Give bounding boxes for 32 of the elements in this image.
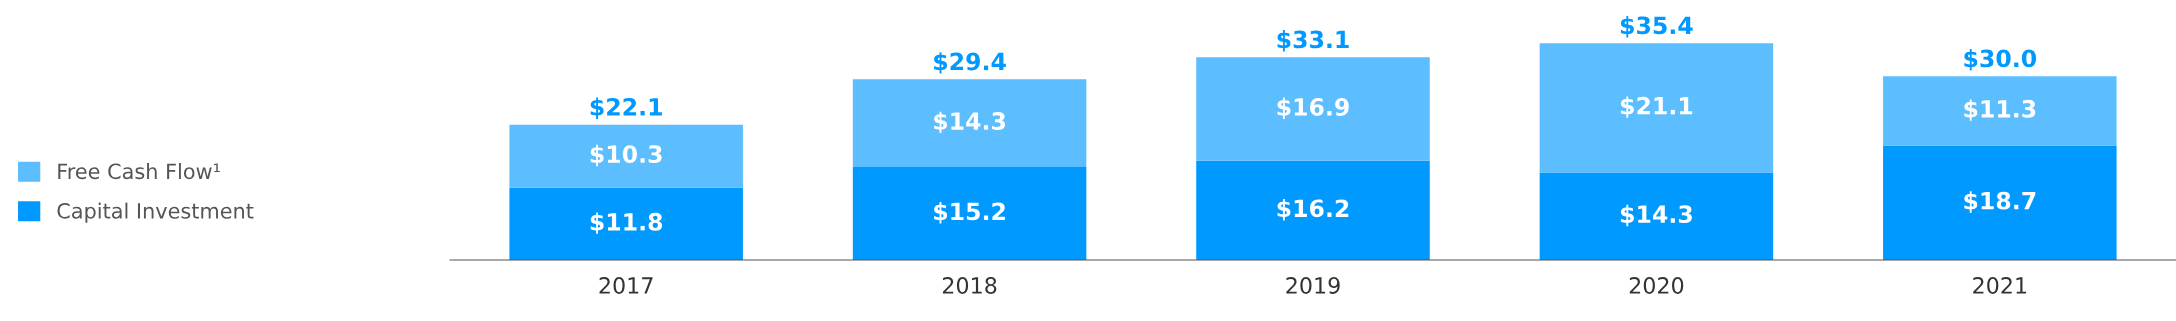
- x-tick-label: 2019: [1286, 277, 1340, 294]
- x-tick-label: 2020: [1629, 277, 1684, 294]
- data-label: $11.8: [590, 212, 663, 234]
- data-label: $14.3: [1620, 204, 1692, 227]
- bar: [1196, 57, 1430, 161]
- bar: [1883, 76, 2117, 146]
- bar: [852, 79, 1087, 167]
- bar: [1539, 43, 1774, 173]
- x-tick-label: 2018: [942, 277, 997, 294]
- total-label: $22.1: [590, 97, 662, 119]
- data-label: $11.3: [1964, 99, 2036, 121]
- data-label: $15.2: [934, 202, 1005, 224]
- data-label: $21.1: [1620, 96, 1693, 118]
- bar: [1883, 145, 2117, 261]
- bar: [852, 166, 1087, 261]
- legend-label: Capital Investment: [57, 202, 254, 223]
- bar: [509, 187, 743, 261]
- total-label: $33.1: [1277, 30, 1349, 52]
- x-tick-label: 2021: [1973, 277, 2027, 294]
- bar: [1196, 160, 1430, 261]
- total-label: $35.4: [1620, 16, 1693, 38]
- total-label: $30.0: [1964, 49, 2037, 71]
- data-label: $14.3: [934, 111, 1006, 134]
- data-label: $16.2: [1277, 198, 1349, 221]
- bar: [509, 124, 743, 188]
- bar: [1539, 172, 1774, 261]
- x-tick-label: 2017: [599, 277, 653, 294]
- data-label: $18.7: [1964, 191, 2036, 213]
- legend-label: Free Cash Flow¹: [58, 163, 220, 180]
- data-label: $16.9: [1277, 97, 1349, 120]
- data-label: $10.3: [590, 144, 662, 167]
- total-label: $29.4: [934, 52, 1006, 74]
